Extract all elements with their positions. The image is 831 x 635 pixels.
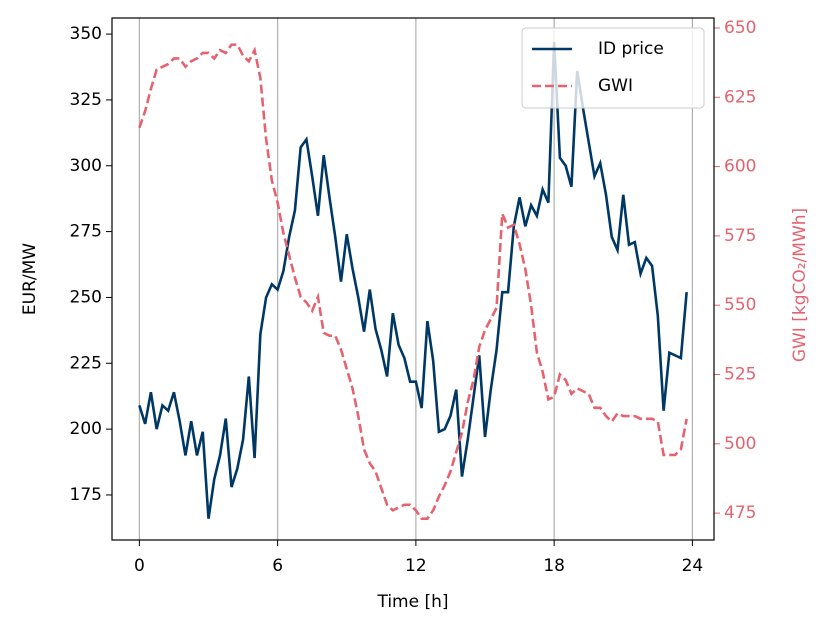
plot-frame xyxy=(111,17,715,541)
y2-tick-label: 575 xyxy=(724,226,756,246)
x-axis-label: Time [h] xyxy=(376,592,448,612)
legend-label: ID price xyxy=(598,39,664,59)
y2-axis-label: GWI [kgCO₂/MWh] xyxy=(790,208,810,362)
y-tick-label: 325 xyxy=(70,90,102,110)
y2-tick-label: 650 xyxy=(724,18,756,38)
y2-tick-label: 600 xyxy=(724,157,756,177)
x-tick-label: 12 xyxy=(405,556,427,576)
y2-tick-label: 500 xyxy=(724,434,756,454)
x-tick-label: 0 xyxy=(134,556,145,576)
x-tick-label: 18 xyxy=(543,556,565,576)
y2-tick-label: 550 xyxy=(724,295,756,315)
y2-tick-label: 475 xyxy=(724,503,756,523)
series-line xyxy=(138,43,688,520)
y-tick-label: 350 xyxy=(70,24,102,44)
y-tick-label: 275 xyxy=(70,222,102,242)
y-axis-label: EUR/MW xyxy=(20,243,40,315)
y-tick-label: 225 xyxy=(70,353,102,373)
y-tick-label: 300 xyxy=(70,156,102,176)
y-tick-label: 250 xyxy=(70,287,102,307)
y-tick-label: 175 xyxy=(70,485,102,505)
y2-tick-label: 525 xyxy=(724,365,756,385)
y2-tick-label: 625 xyxy=(724,87,756,107)
series-line xyxy=(138,41,688,519)
x-tick-label: 24 xyxy=(682,556,704,576)
y-tick-label: 200 xyxy=(70,419,102,439)
legend-label: GWI xyxy=(598,76,633,96)
x-tick-label: 6 xyxy=(272,556,283,576)
